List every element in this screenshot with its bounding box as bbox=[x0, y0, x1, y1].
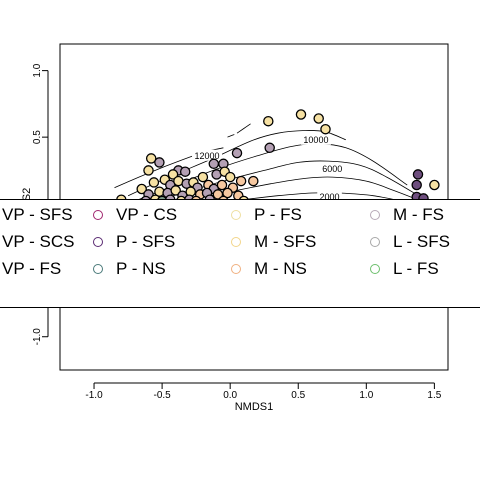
data-point bbox=[248, 175, 259, 187]
data-point bbox=[412, 169, 424, 180]
plot-content: 12000 10000 6000 2000 bbox=[114, 109, 440, 210]
legend-item: P - FS bbox=[231, 202, 302, 228]
legend-item: L - FS bbox=[370, 256, 439, 282]
legend-symbol bbox=[231, 237, 241, 247]
legend-item: M - SFS bbox=[231, 229, 316, 255]
data-point bbox=[222, 187, 233, 199]
legend-label: M - SFS bbox=[254, 232, 317, 251]
data-point bbox=[264, 142, 275, 154]
data-point bbox=[143, 165, 154, 176]
legend-label: P - FS bbox=[254, 205, 302, 224]
data-point bbox=[411, 179, 422, 191]
legend-symbol bbox=[370, 264, 380, 274]
plot-area: 12000 10000 6000 2000 bbox=[114, 109, 440, 210]
contour-label-bg bbox=[300, 133, 331, 145]
data-point bbox=[167, 169, 179, 180]
legend-label: L - FS bbox=[393, 259, 439, 278]
legend-item: VP - CS bbox=[93, 202, 177, 228]
legend-item: P - SFS bbox=[93, 229, 175, 255]
data-point bbox=[145, 153, 157, 164]
contour-label: 6000 bbox=[322, 164, 342, 174]
legend-label: VP - SCS bbox=[2, 232, 75, 251]
data-point bbox=[154, 157, 165, 168]
legend-label: VP - SFS bbox=[2, 205, 73, 224]
data-point bbox=[136, 183, 147, 195]
data-point bbox=[295, 109, 307, 120]
x-tick-label: 1.0 bbox=[359, 390, 373, 401]
legend-item: VP - SCS bbox=[0, 229, 74, 255]
legend-label: L - SFS bbox=[393, 232, 450, 251]
contour-label: 2000 bbox=[320, 192, 340, 202]
data-point bbox=[320, 123, 331, 135]
data-point bbox=[313, 113, 324, 124]
data-point bbox=[208, 158, 220, 170]
legend-label: VP - FS bbox=[2, 259, 62, 278]
legend-symbol bbox=[231, 210, 241, 220]
data-point bbox=[216, 179, 228, 191]
y-tick-label: 0.5 bbox=[32, 130, 43, 144]
data-point bbox=[263, 115, 274, 127]
legend-item: M - FS bbox=[370, 202, 444, 228]
contour-label-bg bbox=[317, 191, 342, 203]
legend-label: M - FS bbox=[393, 205, 444, 224]
x-tick-label: -1.0 bbox=[85, 390, 103, 401]
contour-label-bg bbox=[319, 163, 345, 175]
legend-item: P - NS bbox=[93, 256, 166, 282]
data-point bbox=[235, 175, 247, 187]
contour-fragment-0 bbox=[227, 134, 235, 138]
x-tick-label: 1.5 bbox=[427, 390, 441, 401]
x-tick-label: -0.5 bbox=[153, 390, 171, 401]
data-point bbox=[231, 147, 243, 159]
data-point bbox=[170, 185, 181, 196]
x-tick-label: 0.5 bbox=[291, 390, 305, 401]
data-point bbox=[429, 179, 440, 191]
data-point bbox=[197, 171, 209, 183]
legend-item: M - NS bbox=[231, 256, 307, 282]
legend-symbol bbox=[93, 264, 103, 274]
legend-label: P - SFS bbox=[116, 232, 176, 251]
legend-symbol bbox=[231, 264, 241, 274]
contour-label-bg bbox=[192, 149, 223, 161]
legend-label: VP - CS bbox=[116, 205, 178, 224]
legend-item: L - SFS bbox=[370, 229, 450, 255]
legend-item: VP - SFS bbox=[0, 202, 73, 228]
x-axis-label: NMDS1 bbox=[235, 401, 274, 413]
legend-symbol bbox=[93, 237, 103, 247]
legend-symbol bbox=[370, 210, 380, 220]
legend: VP - SFS VP - SCS VP - FS VP - CS P - SFS P -… bbox=[0, 199, 480, 308]
data-point bbox=[179, 166, 191, 177]
legend-label: P - NS bbox=[116, 259, 166, 278]
legend-item: VP - FS bbox=[0, 256, 61, 282]
x-tick-label: 0.0 bbox=[223, 390, 237, 401]
data-point bbox=[148, 177, 160, 188]
y-tick-label: -1.0 bbox=[32, 328, 43, 346]
legend-label: M - NS bbox=[254, 259, 307, 278]
legend-symbol bbox=[370, 237, 380, 247]
data-point bbox=[224, 171, 236, 183]
contour-label: 12000 bbox=[195, 151, 220, 161]
legend-symbol bbox=[93, 210, 103, 220]
contour-fragment-1 bbox=[236, 123, 251, 134]
contour-label: 10000 bbox=[303, 135, 328, 145]
y-tick-label: 1.0 bbox=[32, 63, 43, 77]
